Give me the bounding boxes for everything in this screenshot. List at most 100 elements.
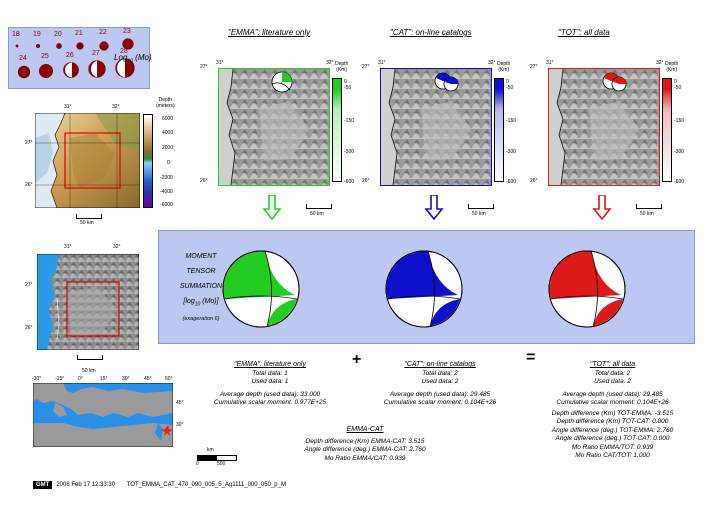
lon-tick: 32° bbox=[113, 244, 121, 250]
scale-bar bbox=[636, 204, 662, 209]
stat-line: Mo Ratio CAT/TOT: 1.000 bbox=[575, 452, 650, 459]
km-scale-bar bbox=[197, 455, 237, 461]
equals-operator: = bbox=[526, 349, 536, 366]
footer-stamp: GMT 2008 Feb 17 12:33:30 TOT_EMMA_CAT_470… bbox=[33, 481, 286, 489]
scale-label: 50 km bbox=[640, 211, 654, 217]
colorbar-tick: -600 bbox=[344, 179, 355, 185]
beachball-23 bbox=[122, 38, 134, 50]
panel-relief bbox=[549, 69, 659, 185]
down-arrow-icon bbox=[424, 195, 444, 221]
stat-line: Mo Ratio EMMA/CAT: 0.939 bbox=[324, 454, 406, 462]
caption-line: [log10 (Mo)] bbox=[183, 298, 219, 308]
magnitude-label: 28 bbox=[120, 48, 128, 55]
magnitude-label: 21 bbox=[75, 30, 83, 37]
lat-tick: 30° bbox=[176, 422, 184, 428]
magnitude-label: 24 bbox=[19, 55, 27, 62]
colorbar-title: Depth (meters) bbox=[156, 97, 175, 109]
colorbar-title: Depth (Km) bbox=[665, 61, 679, 73]
colorbar-tick: -300 bbox=[506, 149, 517, 155]
lon-tick: 31° bbox=[64, 104, 72, 110]
panel-map bbox=[218, 68, 330, 186]
summed-beachball-icon bbox=[222, 250, 300, 328]
colorbar-tick: -300 bbox=[344, 149, 355, 155]
panel-map bbox=[548, 68, 660, 186]
caption-line: TENSOR bbox=[186, 268, 216, 275]
lon-tick: 45° bbox=[144, 376, 152, 382]
beachball-19 bbox=[35, 43, 41, 49]
colorbar-tick: -50 bbox=[674, 85, 682, 91]
colorbar-tick: -6000 bbox=[160, 202, 173, 208]
event-beachballs bbox=[270, 70, 294, 99]
event-beachballs bbox=[432, 70, 462, 99]
beachball-20 bbox=[56, 43, 62, 49]
corner-lon-tick: 31° bbox=[378, 60, 386, 66]
lon-tick: 60° bbox=[165, 376, 173, 382]
file-name: TOT_EMMA_CAT_470_090_005_5_Ag1111_000_05… bbox=[126, 482, 286, 488]
lon-tick: 15° bbox=[100, 376, 108, 382]
corner-lat-tick: 27° bbox=[530, 64, 538, 70]
gmt-logo: GMT bbox=[33, 481, 53, 489]
stat-line: Used data: 1 bbox=[251, 378, 289, 385]
stat-line: Depth difference (Km) TOT-EMMA: -3.515 bbox=[551, 409, 674, 417]
beachball-21 bbox=[76, 42, 84, 50]
lat-tick: 27° bbox=[25, 140, 33, 146]
scale-bar bbox=[76, 214, 102, 219]
summation-caption: MOMENT TENSOR SUMMATION [log10 (Mo)] (ex… bbox=[171, 249, 231, 327]
beachball-22 bbox=[99, 41, 109, 51]
tot-stats: "TOT": all data Total data: 2 Used data:… bbox=[540, 361, 685, 461]
colorbar-tick: -50 bbox=[344, 85, 352, 91]
plus-operator: + bbox=[352, 351, 362, 368]
magnitude-legend-symbols bbox=[15, 38, 135, 79]
panel-relief bbox=[381, 69, 491, 185]
lon-tick: 31° bbox=[64, 244, 72, 250]
colorbar-tick: 4000 bbox=[162, 130, 174, 136]
beachball-icon bbox=[271, 71, 293, 93]
colorbar-title: Depth (Km) bbox=[335, 61, 349, 73]
colorbar-tick: 6000 bbox=[162, 116, 174, 122]
colorbar-tick: -300 bbox=[674, 149, 685, 155]
colorbar-tick: -50 bbox=[506, 85, 514, 91]
stat-line: Cumulative scalar moment: 0.977E+25 bbox=[213, 399, 327, 406]
depth-km-colorbar bbox=[494, 78, 504, 182]
colorbar-tick: -2000 bbox=[160, 175, 173, 181]
magnitude-label: 27 bbox=[92, 50, 100, 57]
stat-line: Cumulative scalar moment: 0.104E+26 bbox=[556, 399, 669, 406]
lon-tick: 30° bbox=[122, 376, 130, 382]
down-arrow-icon bbox=[262, 195, 282, 221]
tot-stats-title: "TOT": all data bbox=[589, 361, 636, 368]
corner-lon-tick: 32° bbox=[326, 60, 334, 66]
panel-map bbox=[380, 68, 492, 186]
lat-tick: 27° bbox=[25, 282, 33, 288]
scale-label: 50 km bbox=[82, 368, 96, 374]
stat-line: Total data: 2 bbox=[594, 369, 631, 377]
magnitude-label: 22 bbox=[99, 29, 107, 36]
magnitude-label: 26 bbox=[66, 52, 74, 59]
depth-colorbar bbox=[143, 114, 153, 208]
moment-tensor-summation-panel: MOMENT TENSOR SUMMATION [log10 (Mo)] (ex… bbox=[158, 230, 695, 344]
panel-title: "EMMA": literature only bbox=[228, 28, 311, 37]
magnitude-label: 20 bbox=[54, 31, 62, 38]
colorbar-tick: -150 bbox=[674, 118, 685, 124]
emma-stats-title: "EMMA": literature only bbox=[234, 361, 306, 368]
shaded-relief-map bbox=[36, 253, 140, 351]
beachball-18 bbox=[15, 44, 19, 48]
magnitude-label: 25 bbox=[41, 53, 49, 60]
event-beachballs bbox=[600, 70, 630, 99]
summed-beachball-icon bbox=[385, 250, 463, 328]
stat-line: Depth difference (Km) TOT-CAT: 0.000 bbox=[556, 418, 669, 425]
scale-tick: 0 bbox=[196, 461, 199, 467]
corner-lon-tick: 32° bbox=[656, 60, 664, 66]
stat-line: Average depth (used data): 29.485 bbox=[562, 390, 663, 398]
lat-tick: 45° bbox=[176, 400, 184, 406]
topographic-map-image bbox=[34, 112, 141, 209]
colorbar-tick: 0 bbox=[344, 79, 347, 85]
corner-lon-tick: 31° bbox=[546, 60, 554, 66]
colorbar-tick: 0 bbox=[167, 160, 170, 166]
stat-line: Average depth (used data): 33.000 bbox=[219, 390, 321, 398]
corner-lat-tick: 27° bbox=[200, 64, 208, 70]
scale-bar bbox=[306, 204, 332, 209]
magnitude-label: 23 bbox=[123, 28, 131, 35]
cat-stats-title: "CAT": on-line catalogs bbox=[404, 361, 476, 368]
corner-lat-tick: 26° bbox=[200, 178, 208, 184]
stat-line: Depth difference (Km) EMMA-CAT: 3.515 bbox=[305, 437, 425, 445]
